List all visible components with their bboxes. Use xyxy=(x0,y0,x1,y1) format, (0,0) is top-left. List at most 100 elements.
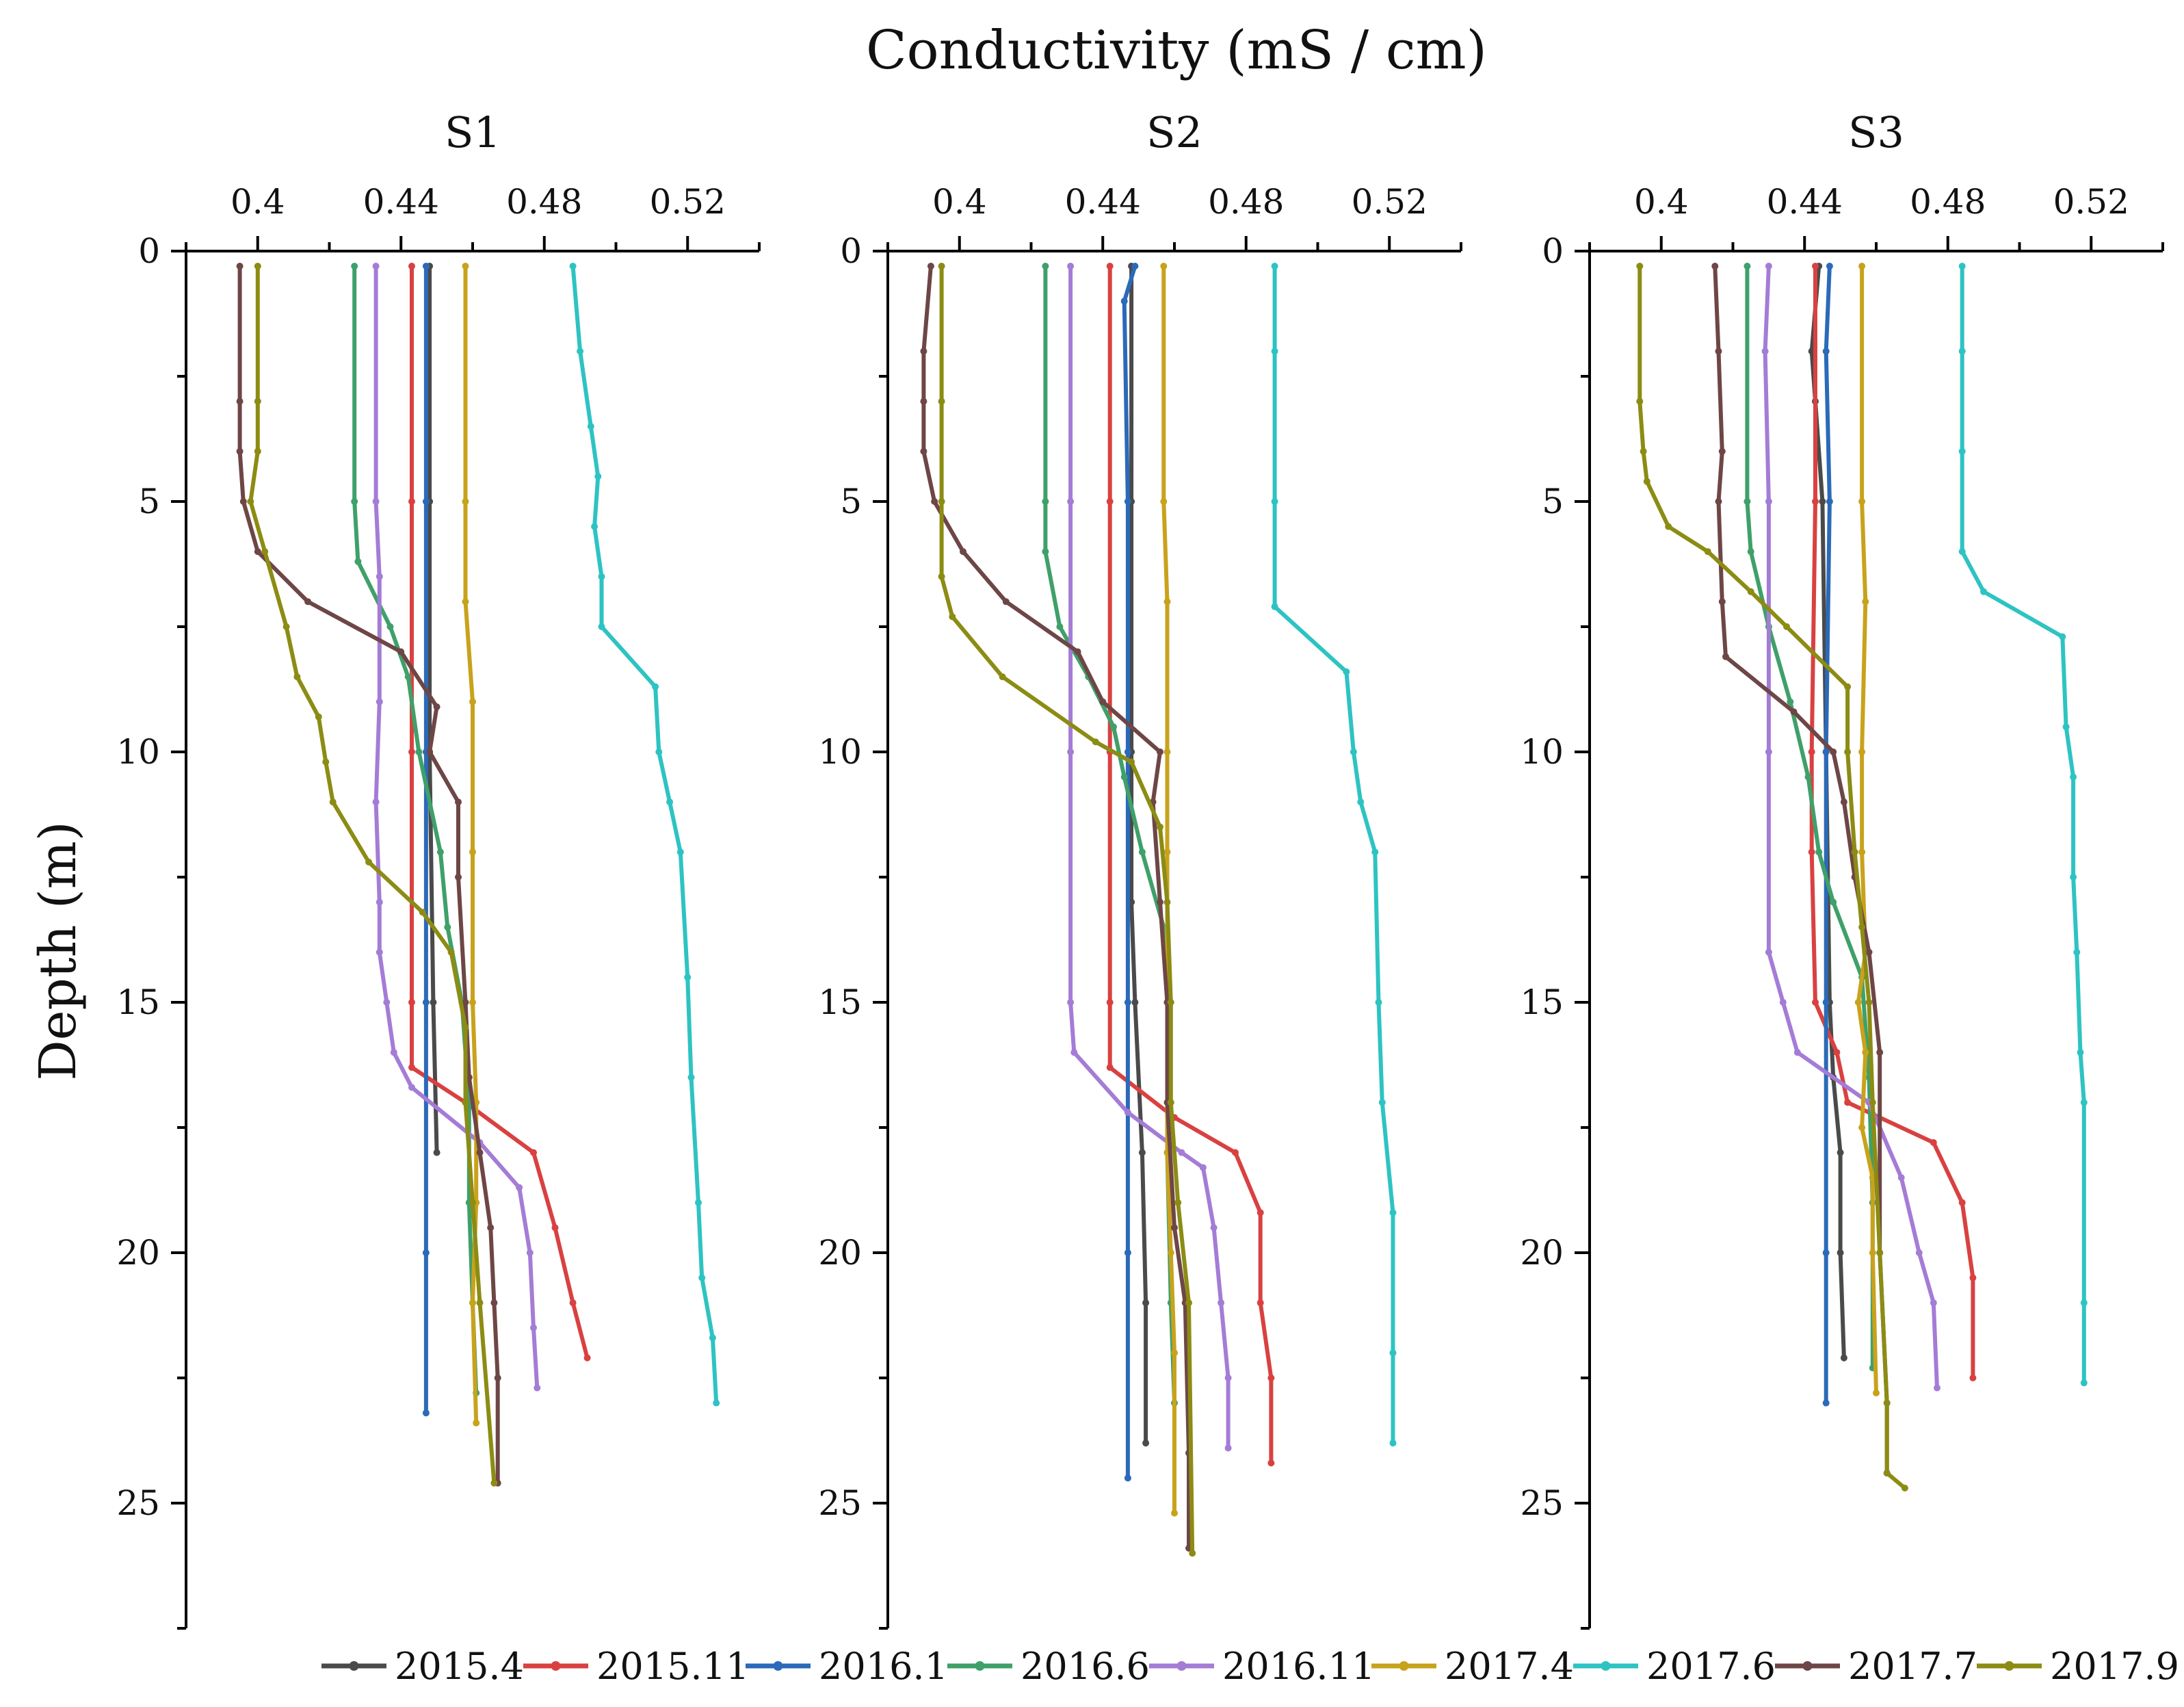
y-tick-label: 20 xyxy=(116,1233,160,1273)
data-point xyxy=(569,1299,577,1307)
data-point xyxy=(462,498,469,505)
y-tick-label: 15 xyxy=(818,982,862,1022)
legend-label: 2017.4 xyxy=(1445,1645,1574,1688)
data-point xyxy=(713,1399,720,1407)
data-point xyxy=(1224,1374,1232,1381)
series-2017.4 xyxy=(1160,263,1178,1517)
data-point xyxy=(1833,1049,1841,1056)
legend-marker xyxy=(1399,1661,1409,1671)
data-point xyxy=(376,698,383,705)
data-point xyxy=(1930,1299,1937,1307)
data-point xyxy=(1142,1299,1150,1307)
data-point xyxy=(698,1274,706,1281)
data-point xyxy=(1224,1444,1232,1452)
data-point xyxy=(447,948,455,956)
data-point xyxy=(931,498,938,505)
legend-label: 2016.6 xyxy=(1021,1645,1150,1688)
data-point xyxy=(1873,1390,1880,1396)
data-point xyxy=(473,1419,480,1426)
data-point xyxy=(1174,1199,1182,1206)
data-point xyxy=(1815,848,1823,856)
y-tick-label: 20 xyxy=(1520,1233,1564,1273)
panels-layer: S1 0.4 0.44 0.48 0.52 0 5 10 15 20 25 S2 0.4 0.44 0.48… xyxy=(116,107,2164,1630)
data-point xyxy=(1157,748,1163,755)
legend-marker xyxy=(2004,1661,2014,1671)
y-tick-label: 10 xyxy=(1520,732,1564,772)
data-point xyxy=(1163,598,1171,605)
legend-item: 2015.4 xyxy=(321,1645,524,1688)
data-point xyxy=(1711,263,1719,270)
series-2017.9 xyxy=(1636,263,1908,1491)
data-point xyxy=(676,848,684,856)
data-point xyxy=(1389,1439,1397,1447)
data-point xyxy=(687,1073,695,1081)
series-2017.6 xyxy=(569,263,720,1407)
legend: 2015.4 2015.11 2016.1 2016.6 2016.11 2017.4 20… xyxy=(321,1645,2179,1688)
data-point xyxy=(1722,653,1729,660)
data-point xyxy=(383,999,391,1006)
data-point xyxy=(2070,874,2077,881)
data-point xyxy=(1790,708,1798,716)
data-point xyxy=(1858,848,1866,856)
data-point xyxy=(1901,1485,1908,1491)
series-line xyxy=(410,266,590,1359)
data-point xyxy=(1056,623,1064,630)
data-point xyxy=(1958,1199,1966,1206)
legend-item: 2016.6 xyxy=(947,1645,1150,1688)
data-point xyxy=(293,673,301,681)
data-point xyxy=(282,623,290,630)
data-point xyxy=(476,1299,484,1307)
data-point xyxy=(1876,1049,1884,1056)
data-point xyxy=(1744,498,1751,505)
data-point xyxy=(236,398,244,405)
data-point xyxy=(1271,498,1278,505)
data-point xyxy=(397,648,405,655)
data-point xyxy=(254,263,261,270)
data-point xyxy=(469,848,476,856)
data-point xyxy=(1865,999,1873,1006)
data-point xyxy=(1851,848,1858,856)
series-line xyxy=(570,265,719,1403)
data-point xyxy=(1765,948,1772,956)
data-point xyxy=(1124,1474,1131,1482)
x-tick-label: 0.4 xyxy=(932,182,987,222)
data-point xyxy=(1844,748,1852,755)
series-2015.11 xyxy=(1808,263,1977,1381)
data-point xyxy=(1636,398,1644,405)
data-point xyxy=(526,1249,534,1256)
data-point xyxy=(1858,1124,1866,1131)
data-point xyxy=(2062,723,2070,731)
data-point xyxy=(322,758,330,766)
y-tick-label: 10 xyxy=(818,732,862,772)
data-point xyxy=(1822,999,1830,1006)
data-point xyxy=(408,748,415,755)
data-point xyxy=(1640,447,1647,455)
data-point xyxy=(1124,1109,1131,1116)
data-point xyxy=(1099,698,1107,705)
data-point xyxy=(1138,1149,1146,1156)
data-point xyxy=(1070,1049,1078,1056)
data-point xyxy=(494,1374,501,1381)
data-point xyxy=(920,348,927,355)
data-point xyxy=(315,713,322,720)
series-2015.4 xyxy=(1128,263,1150,1447)
legend-label: 2017.9 xyxy=(2050,1645,2179,1688)
data-point xyxy=(1389,1349,1397,1357)
data-point xyxy=(1157,823,1163,831)
data-point xyxy=(1865,948,1873,956)
data-point xyxy=(1163,898,1171,906)
data-point xyxy=(1257,1209,1264,1216)
data-point xyxy=(422,999,430,1006)
data-point xyxy=(462,1024,469,1031)
data-point xyxy=(1074,648,1081,655)
data-point xyxy=(236,263,244,270)
data-point xyxy=(1822,748,1830,755)
data-point xyxy=(365,859,373,865)
data-point xyxy=(598,623,605,630)
data-point xyxy=(1862,1049,1869,1056)
data-point xyxy=(2080,1099,2088,1106)
data-point xyxy=(1793,1049,1801,1056)
x-tick-label: 0.52 xyxy=(2053,182,2129,222)
data-point xyxy=(1167,1099,1174,1106)
panel-title: S2 xyxy=(1146,107,1202,157)
